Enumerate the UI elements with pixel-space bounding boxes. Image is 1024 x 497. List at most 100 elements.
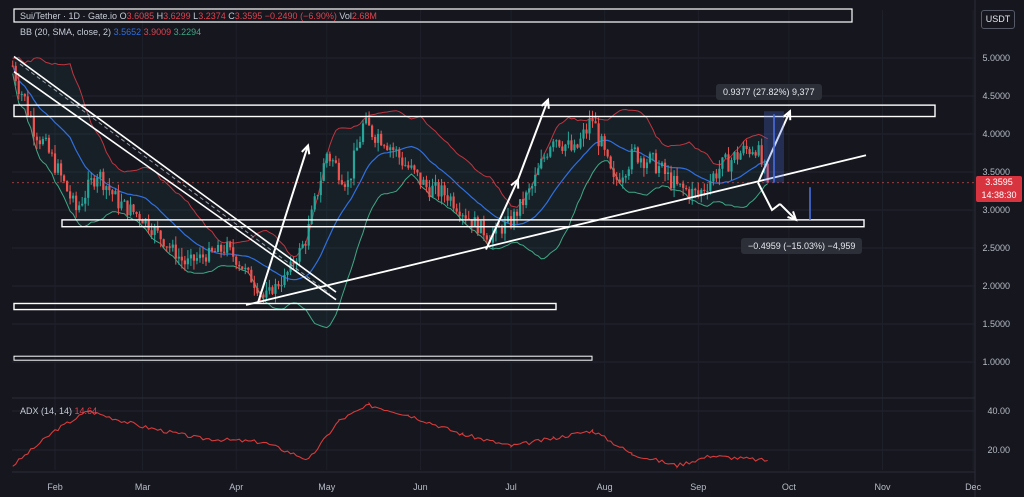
candle-body xyxy=(301,244,304,248)
candle-body xyxy=(72,195,75,199)
candle-body xyxy=(455,208,458,212)
candle-body xyxy=(392,147,395,151)
candle-body xyxy=(582,129,585,139)
time-tick-label: Oct xyxy=(782,482,797,492)
candle-body xyxy=(715,173,718,179)
time-tick-label: Aug xyxy=(597,482,613,492)
candle-body xyxy=(600,136,603,147)
drawings-layer[interactable] xyxy=(13,8,936,361)
candle-body xyxy=(386,145,389,151)
adx-line xyxy=(12,401,768,469)
candle-body xyxy=(666,172,670,174)
bb-upper-line xyxy=(12,56,768,258)
candle-body xyxy=(183,260,186,265)
candle-body xyxy=(283,275,286,286)
candle-body xyxy=(17,81,20,94)
candle-body xyxy=(651,153,655,155)
time-tick-label: Jul xyxy=(505,482,517,492)
candle-body xyxy=(99,171,102,178)
candle-body xyxy=(473,217,476,227)
candle-body xyxy=(108,186,111,191)
candle-body xyxy=(573,144,576,151)
close-label: C xyxy=(228,11,235,21)
symbol-title: Sui/Tether · 1D · Gate.io xyxy=(20,11,118,21)
bottom-level-line xyxy=(13,355,593,361)
candle-body xyxy=(606,149,609,157)
candle-body xyxy=(612,168,615,177)
candle-body xyxy=(340,180,343,185)
candle-body xyxy=(319,180,322,196)
candle-body xyxy=(712,173,715,182)
candle-body xyxy=(310,209,313,225)
candle-body xyxy=(216,244,220,252)
candle-body xyxy=(389,147,392,151)
candle-body xyxy=(485,235,488,240)
time-tick-label: May xyxy=(318,482,336,492)
candle-body xyxy=(114,191,117,195)
candle-body xyxy=(691,188,694,199)
time-axis[interactable]: Feb Mar Apr May Jun Jul Aug Sep Oct Nov Dec xyxy=(47,482,981,492)
candle-body xyxy=(123,200,126,202)
candle-body xyxy=(126,200,129,216)
candle-body xyxy=(111,190,114,195)
candle-body xyxy=(352,150,356,179)
candle-body xyxy=(159,230,162,240)
candle-body xyxy=(84,197,87,204)
candle-body xyxy=(117,191,120,209)
candle-body xyxy=(739,153,742,160)
candle-body xyxy=(425,179,428,188)
candle-body xyxy=(618,179,621,183)
rising-trendline xyxy=(245,154,867,306)
candle-body xyxy=(226,242,229,253)
adx-legend[interactable]: ADX (14, 14) 14.64 xyxy=(20,406,97,416)
candle-body xyxy=(706,190,709,192)
time-tick-label: Nov xyxy=(874,482,891,492)
candle-body xyxy=(733,152,736,161)
candle-body xyxy=(138,213,141,221)
projection-down-path xyxy=(757,182,781,212)
header-frame xyxy=(13,8,853,23)
candle-body xyxy=(416,169,419,173)
candle-body xyxy=(220,244,223,252)
candle-body xyxy=(630,149,633,170)
candle-body xyxy=(331,160,334,162)
candle-body xyxy=(135,211,138,214)
candle-body xyxy=(401,157,404,166)
impulse-arrow-may-head xyxy=(301,143,311,155)
candle-body xyxy=(358,141,362,148)
candle-body xyxy=(256,287,259,294)
candle-body xyxy=(615,176,618,180)
candle-body xyxy=(579,138,582,148)
candle-body xyxy=(277,284,280,287)
candle-body xyxy=(543,157,546,159)
candle-body xyxy=(721,157,724,169)
candle-body xyxy=(298,247,301,262)
impulse-arrow-jul-a xyxy=(485,179,519,250)
candle-body xyxy=(440,185,443,197)
price-axis[interactable]: 5.0000 4.5000 4.0000 3.5000 3.0000 2.5000 2.00… xyxy=(982,53,1010,367)
candle-body xyxy=(156,226,159,231)
candle-body xyxy=(374,137,377,143)
adx-tick-label: 20.00 xyxy=(987,445,1010,455)
candle-body xyxy=(407,165,410,168)
candle-body xyxy=(304,244,307,246)
candle-body xyxy=(253,282,256,288)
candle-body xyxy=(213,251,217,253)
candle-body xyxy=(62,175,66,182)
candle-body xyxy=(555,140,558,142)
candle-body xyxy=(567,140,570,145)
candle-body xyxy=(639,158,642,163)
candle-body xyxy=(198,254,202,259)
currency-button[interactable]: USDT xyxy=(981,10,1015,29)
candle-body xyxy=(35,136,38,141)
change-value: −0.2490 (−6.90%) xyxy=(264,11,337,21)
last-price-value: 3.3595 xyxy=(985,177,1013,187)
candle-body xyxy=(700,189,703,195)
bollinger-legend[interactable]: BB (20, SMA, close, 2) 3.5652 3.9009 3.2… xyxy=(20,27,201,37)
candle-body xyxy=(38,140,41,145)
impulse-arrow-jul-b xyxy=(517,99,549,180)
symbol-legend: Sui/Tether · 1D · Gate.io O3.6085 H3.629… xyxy=(20,11,377,21)
candle-body xyxy=(286,271,289,276)
bb-label: BB (20, SMA, close, 2) xyxy=(20,27,112,37)
